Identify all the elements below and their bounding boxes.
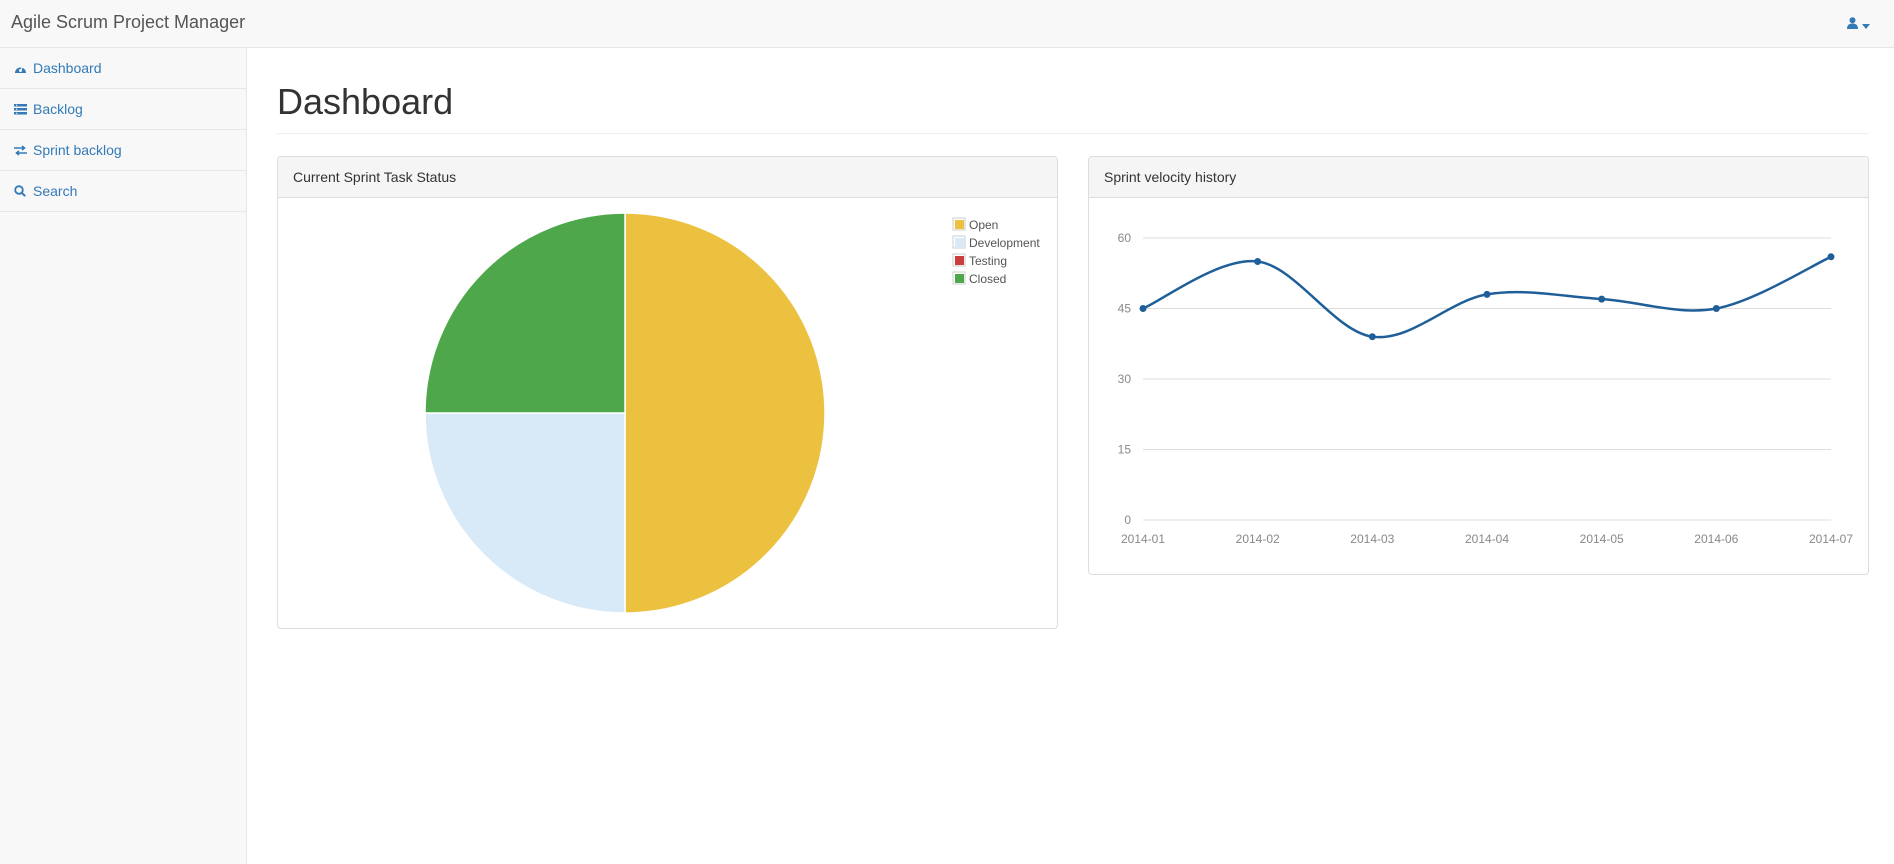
pie-chart: Open Development Testing Closed xyxy=(424,212,1040,614)
panel-title: Current Sprint Task Status xyxy=(278,157,1057,198)
sidebar-item-backlog[interactable]: Backlog xyxy=(0,89,246,130)
data-point[interactable] xyxy=(1598,295,1606,303)
dashboard-icon xyxy=(13,61,27,75)
legend-entry: Development xyxy=(952,235,1040,250)
x-tick-label: 2014-06 xyxy=(1694,532,1738,546)
sidebar: Dashboard Backlog Sprint backlog Search xyxy=(0,48,247,864)
data-point[interactable] xyxy=(1139,305,1147,312)
top-navbar: Agile Scrum Project Manager xyxy=(0,0,1894,48)
y-tick-label: 60 xyxy=(1118,231,1132,245)
y-tick-label: 15 xyxy=(1118,443,1132,457)
data-point[interactable] xyxy=(1254,258,1262,265)
sidebar-item-label: Backlog xyxy=(33,101,83,117)
x-tick-label: 2014-01 xyxy=(1121,532,1165,546)
pie-chart-area: Open Development Testing Closed xyxy=(278,198,1057,628)
pie-slice-development[interactable] xyxy=(424,412,626,614)
legend-swatch xyxy=(955,256,964,265)
x-tick-label: 2014-07 xyxy=(1809,532,1853,546)
x-tick-label: 2014-04 xyxy=(1465,532,1509,546)
pie-slice-closed[interactable] xyxy=(424,212,626,414)
data-point[interactable] xyxy=(1483,290,1491,298)
y-tick-label: 0 xyxy=(1124,513,1131,527)
user-menu-button[interactable] xyxy=(1847,16,1870,34)
data-point[interactable] xyxy=(1712,305,1720,312)
y-tick-label: 45 xyxy=(1118,302,1132,316)
x-tick-label: 2014-02 xyxy=(1236,532,1280,546)
app-title[interactable]: Agile Scrum Project Manager xyxy=(11,12,246,32)
search-icon xyxy=(13,184,27,198)
pie-slice-open[interactable] xyxy=(624,212,826,614)
data-point[interactable] xyxy=(1368,333,1376,341)
legend-swatch xyxy=(955,274,964,283)
legend-label: Testing xyxy=(969,254,1007,268)
caret-down-icon xyxy=(1862,16,1870,34)
panel-title: Sprint velocity history xyxy=(1089,157,1868,198)
legend-entry: Closed xyxy=(952,271,1006,286)
line-chart-area: 0 15 30 45 60 2014-01 2014-02 2014-03 2014-04 201… xyxy=(1089,198,1868,574)
legend-label: Development xyxy=(969,236,1040,250)
sidebar-item-sprint-backlog[interactable]: Sprint backlog xyxy=(0,130,246,171)
backlog-list-icon xyxy=(13,102,27,116)
sidebar-item-label: Sprint backlog xyxy=(33,142,122,158)
legend-entry: Testing xyxy=(952,253,1007,268)
page-title: Dashboard xyxy=(277,81,454,122)
data-point[interactable] xyxy=(1827,253,1835,261)
legend-swatch xyxy=(955,238,964,247)
user-icon xyxy=(1847,16,1858,34)
page-header: Dashboard xyxy=(277,84,1869,134)
velocity-panel: Sprint velocity history 0 15 30 45 60 2014-01… xyxy=(1088,156,1869,575)
legend-entry: Open xyxy=(952,217,998,232)
x-tick-label: 2014-03 xyxy=(1350,532,1394,546)
task-status-panel: Current Sprint Task Status Open Developme… xyxy=(277,156,1058,629)
legend-swatch xyxy=(955,220,964,229)
main-content: Dashboard xyxy=(277,48,1869,134)
sidebar-item-label: Search xyxy=(33,183,78,199)
line-chart: 0 15 30 45 60 2014-01 2014-02 2014-03 2014-04 201… xyxy=(1118,231,1854,546)
y-tick-label: 30 xyxy=(1118,372,1132,386)
exchange-arrows-icon xyxy=(13,143,27,157)
sidebar-item-search[interactable]: Search xyxy=(0,171,246,212)
legend-label: Closed xyxy=(969,272,1006,286)
legend-label: Open xyxy=(969,218,998,232)
x-tick-label: 2014-05 xyxy=(1580,532,1624,546)
sidebar-item-label: Dashboard xyxy=(33,60,102,76)
sidebar-item-dashboard[interactable]: Dashboard xyxy=(0,48,246,89)
